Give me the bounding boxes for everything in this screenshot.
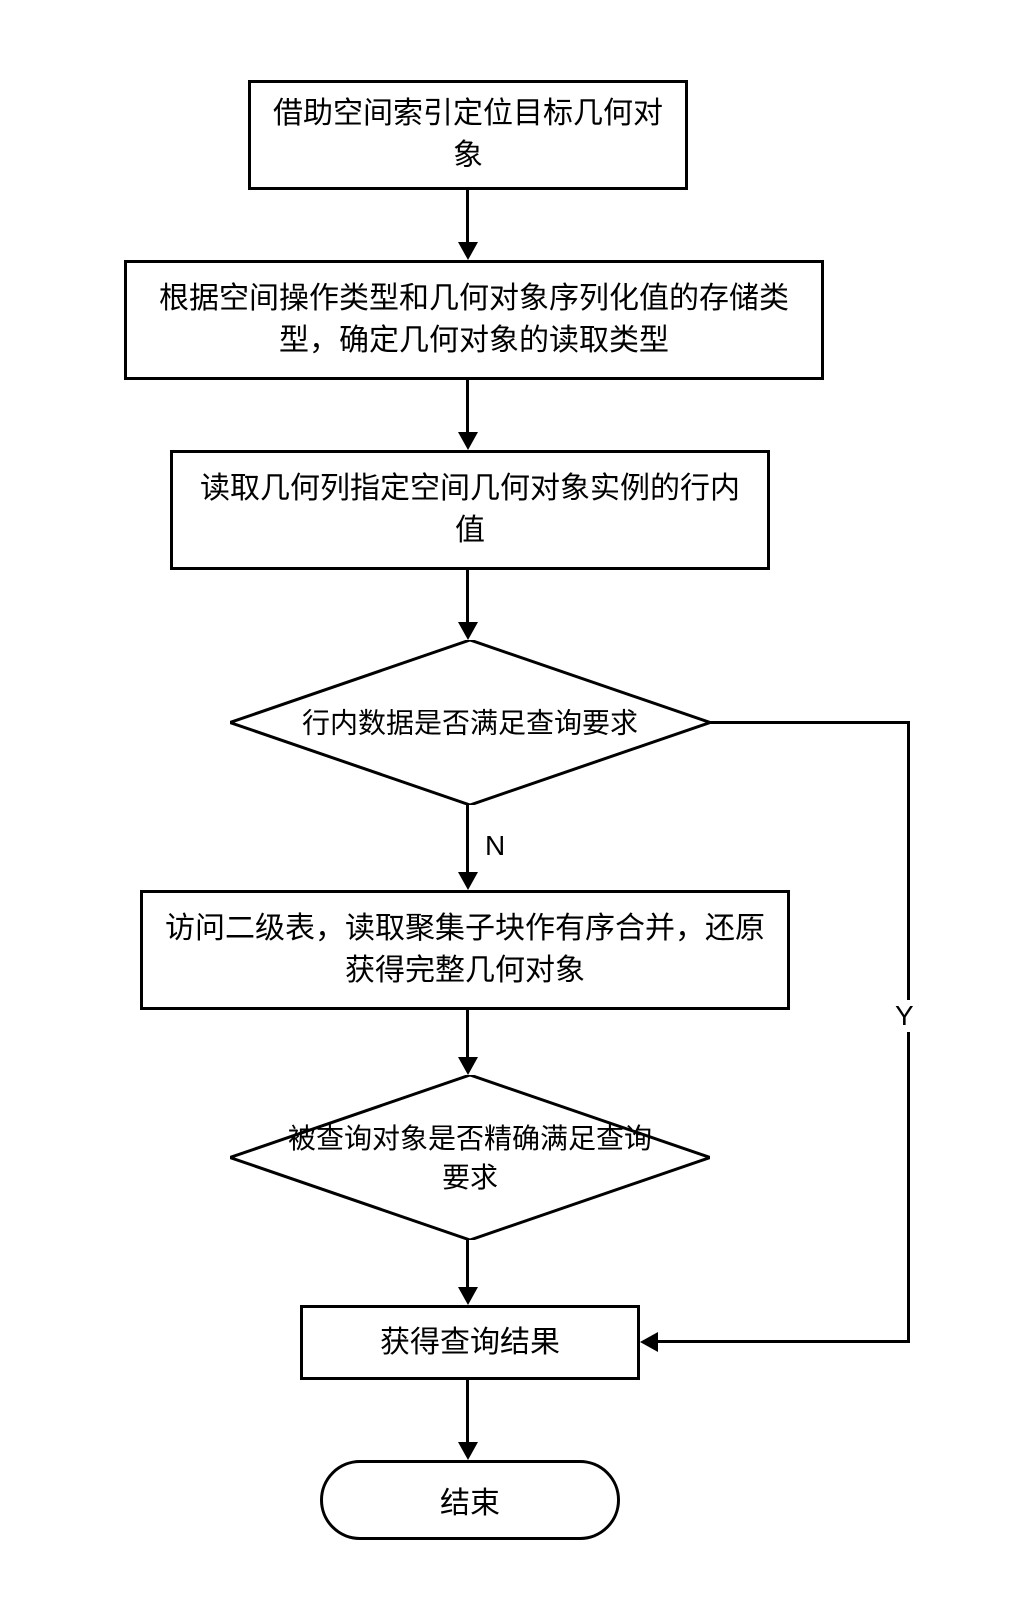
arrow-1-2 bbox=[466, 190, 469, 242]
process-box-4: 访问二级表，读取聚集子块作有序合并，还原获得完整几何对象 bbox=[140, 890, 790, 1010]
flowchart-container: 借助空间索引定位目标几何对象 根据空间操作类型和几何对象序列化值的存储类型，确定… bbox=[0, 0, 1032, 1604]
arrow-head-1-2 bbox=[458, 242, 478, 260]
arrow-d1-y-h bbox=[710, 721, 910, 724]
arrow-head-2-3 bbox=[458, 432, 478, 450]
arrow-4-d2 bbox=[466, 1010, 469, 1057]
arrow-head-5-end bbox=[458, 1442, 478, 1460]
box4-text: 访问二级表，读取聚集子块作有序合并，还原获得完整几何对象 bbox=[163, 908, 767, 992]
box3-text: 读取几何列指定空间几何对象实例的行内值 bbox=[193, 468, 747, 552]
arrow-3-d1 bbox=[466, 570, 469, 622]
arrow-2-3 bbox=[466, 380, 469, 432]
process-box-2: 根据空间操作类型和几何对象序列化值的存储类型，确定几何对象的读取类型 bbox=[124, 260, 824, 380]
label-yes-text: Y bbox=[895, 1000, 914, 1031]
terminator-end: 结束 bbox=[320, 1460, 620, 1540]
arrow-head-4-d2 bbox=[458, 1057, 478, 1075]
diamond2-text: 被查询对象是否精确满足查询要求 bbox=[278, 1118, 662, 1196]
arrow-d1-4 bbox=[466, 805, 469, 872]
arrow-head-d1-4 bbox=[458, 872, 478, 890]
arrow-head-d2-5 bbox=[458, 1287, 478, 1305]
arrow-head-d1-y bbox=[640, 1332, 658, 1352]
box2-text: 根据空间操作类型和几何对象序列化值的存储类型，确定几何对象的读取类型 bbox=[147, 278, 801, 362]
diamond1-text: 行内数据是否满足查询要求 bbox=[278, 703, 662, 742]
arrow-d1-y-h2 bbox=[658, 1340, 910, 1343]
box5-text: 获得查询结果 bbox=[380, 1322, 560, 1364]
label-no-text: N bbox=[485, 830, 505, 861]
decision-diamond-2: 被查询对象是否精确满足查询要求 bbox=[230, 1075, 710, 1240]
process-box-5: 获得查询结果 bbox=[300, 1305, 640, 1380]
arrow-d2-5 bbox=[466, 1240, 469, 1287]
box1-text: 借助空间索引定位目标几何对象 bbox=[271, 93, 665, 177]
label-yes: Y bbox=[895, 1000, 914, 1032]
terminator-text: 结束 bbox=[440, 1478, 500, 1522]
label-no: N bbox=[485, 830, 505, 862]
process-box-3: 读取几何列指定空间几何对象实例的行内值 bbox=[170, 450, 770, 570]
decision-diamond-1: 行内数据是否满足查询要求 bbox=[230, 640, 710, 805]
arrow-5-end bbox=[466, 1380, 469, 1442]
process-box-1: 借助空间索引定位目标几何对象 bbox=[248, 80, 688, 190]
arrow-head-3-d1 bbox=[458, 622, 478, 640]
